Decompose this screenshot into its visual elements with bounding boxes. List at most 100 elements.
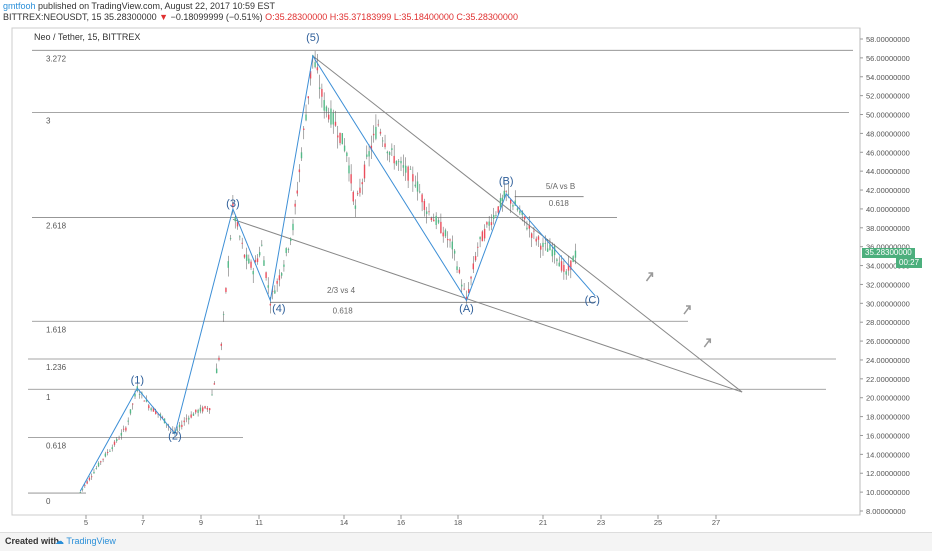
tradingview-logo[interactable]: ☁ TradingView [55,536,116,546]
candle-body [261,244,263,246]
candle-body [183,420,185,423]
candle-body [382,140,384,142]
candle-body [350,174,352,184]
candle-body [113,441,116,445]
candles [79,50,577,493]
candle-body [81,488,84,490]
x-tick-label: 21 [539,518,547,527]
candle-body [437,219,440,223]
candle-body [278,275,281,281]
x-tick-label: 27 [712,518,720,527]
last-price-tag: 35.28300000 [862,248,915,259]
candle-body [449,239,451,241]
candle-body [393,155,395,164]
y-tick-label: 10.00000000 [866,488,910,497]
candle-body [560,261,563,271]
trendline [232,218,743,393]
candle-body [407,166,409,181]
candle-body [263,260,265,266]
x-tick-label: 25 [654,518,662,527]
candle-body [332,112,334,125]
candle-body [505,190,507,192]
x-tick-label: 9 [199,518,203,527]
candle-body [533,230,535,232]
brand-label: TradingView [66,536,116,546]
candle-body [252,270,254,275]
x-tick-label: 16 [397,518,405,527]
candle-body [472,263,474,270]
candle-body [300,152,303,159]
candle-body [206,408,209,410]
candle-body [323,100,325,111]
candle-body [290,238,292,242]
wave-labels: (1) (2) (3) (4) (5) (A) (B) (C) 2/3 vs 4 0.618 5/A… [131,32,600,442]
candle-body [250,261,252,268]
candle-body [159,414,162,416]
candle-body [556,259,558,262]
axes: 8.00000000 10.00000000 12.00000000 14.00000… [11,27,910,527]
candle-body [572,256,574,263]
candle-body [339,132,341,144]
open-value: O:35.28300000 [265,12,328,22]
y-tick-label: 30.00000000 [866,299,910,308]
candle-body [405,165,407,173]
wave-label: (3) [226,198,239,210]
annotation-label: 5/A vs B [546,182,575,191]
candle-body [195,409,197,413]
candle-body [521,211,523,215]
candle-body [79,491,81,493]
candle-body [372,133,375,136]
wave-label: (B) [499,175,514,187]
candle-body [433,219,435,222]
candle-body [348,165,350,174]
candle-body [463,288,465,290]
candle-body [106,451,109,453]
candle-body [395,161,398,165]
candle-body [267,285,269,288]
candle-body [519,210,521,214]
x-tick-label: 14 [340,518,348,527]
candle-body [488,221,490,226]
candle-body [493,214,495,219]
candle-body [152,407,155,412]
candle-body [416,181,419,192]
wave-label: (2) [168,430,181,442]
y-tick-label: 20.00000000 [866,394,910,403]
price-chart[interactable]: 3.272 3 2.618 1.618 1.236 1 0.618 0 (1) (2) (3) (4… [0,0,932,532]
candle-body [514,200,516,206]
wave-label: (C) [585,294,600,306]
y-tick-label: 16.00000000 [866,431,910,440]
candle-body [328,114,330,120]
annotation-label: 0.618 [549,199,570,208]
fib-label: 0 [46,497,51,506]
down-arrow-icon: ▼ [159,12,169,22]
candle-body [421,194,423,203]
candle-body [111,447,113,450]
candle-body [309,71,312,79]
candle-body [134,393,136,397]
candle-body [97,462,100,467]
candle-body [435,215,437,225]
candle-body [516,208,519,211]
candle-body [188,417,190,420]
wave-label: (5) [306,32,319,44]
candle-body [104,453,107,457]
candle-body [440,221,442,234]
candle-body [296,190,298,194]
candle-body [165,424,168,426]
candle-body [236,222,239,227]
candle-body [118,438,120,440]
trendlines [232,55,743,393]
author-link[interactable]: gmtfooh [3,1,36,11]
wave-polyline [79,54,596,492]
candle-body [161,416,164,418]
candle-body [444,230,447,237]
y-tick-label: 24.00000000 [866,356,910,365]
candle-body [546,248,549,252]
candle-body [356,193,359,195]
candle-body [229,238,232,240]
elliott-wave-path [79,54,712,492]
candle-body [419,191,421,193]
publish-info: published on TradingView.com, August 22,… [38,1,276,11]
candle-body [430,217,433,221]
